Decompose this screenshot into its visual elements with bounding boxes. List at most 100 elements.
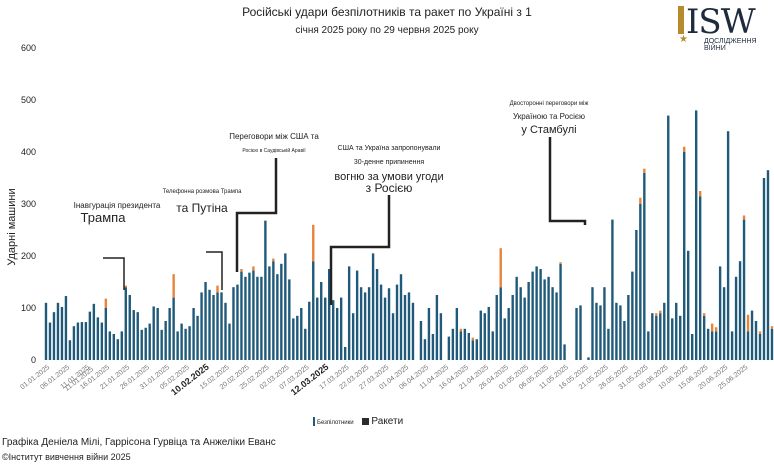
- drone-bar: [690, 334, 694, 360]
- drone-bar: [136, 312, 139, 360]
- drone-bar: [260, 276, 263, 360]
- drone-bar: [683, 152, 686, 360]
- drone-bar: [399, 274, 403, 360]
- drone-bar: [184, 328, 187, 360]
- drone-bar: [535, 266, 538, 360]
- drone-bar: [108, 331, 112, 360]
- drone-bar: [144, 327, 147, 360]
- drone-bar: [351, 313, 355, 360]
- missile-bar: [252, 266, 255, 271]
- drone-bar: [276, 274, 279, 360]
- drone-bar: [363, 292, 367, 360]
- drone-bar: [140, 329, 143, 360]
- drone-bar: [635, 230, 638, 360]
- drone-bar: [507, 308, 510, 360]
- drone-bar: [339, 297, 343, 360]
- missile-bar: [240, 269, 243, 272]
- drone-bar: [44, 302, 48, 360]
- drone-bar: [240, 271, 243, 360]
- drone-bar: [128, 295, 131, 360]
- drone-bar: [427, 308, 431, 360]
- bars: [44, 110, 774, 361]
- drone-bar: [367, 287, 371, 360]
- annotation-ceasefire-extra: 30-денне припинення: [354, 159, 424, 166]
- drone-bar: [758, 334, 762, 360]
- drone-bar: [264, 220, 267, 360]
- drone-bar: [523, 297, 526, 360]
- star-icon: ★: [679, 34, 688, 45]
- drone-bar: [730, 331, 734, 360]
- annotation-inauguration-text: Інавгурація президента: [74, 201, 161, 210]
- annotation-ceasefire-text: США та Україна запропонували: [338, 145, 441, 152]
- missile-bar: [746, 314, 750, 332]
- missile-bar: [710, 323, 714, 332]
- drone-bar: [112, 334, 116, 360]
- y-tick-label: 400: [21, 147, 36, 157]
- drone-bar: [742, 219, 746, 360]
- annotation-phone-big: та Путіна: [176, 201, 228, 215]
- drone-bar: [515, 276, 518, 360]
- missile-bar: [639, 197, 642, 204]
- drone-bar: [435, 295, 439, 360]
- drone-bar: [667, 115, 670, 360]
- drone-bar: [619, 305, 622, 360]
- drone-bar: [256, 276, 259, 360]
- y-axis: 0 100 200 300 400 500 600: [21, 43, 36, 365]
- logo-text: ISW: [686, 2, 756, 42]
- drone-bar: [439, 313, 443, 360]
- drone-bar: [156, 308, 159, 360]
- drone-bar: [152, 306, 155, 360]
- missile-bar: [758, 331, 762, 334]
- missile-bar: [471, 337, 475, 341]
- drone-bar: [651, 313, 654, 360]
- drone-bar: [268, 266, 271, 360]
- copyright-line: ©Інститут вивчення війни 2025: [2, 452, 131, 462]
- drone-bar: [304, 328, 307, 360]
- drone-bar: [116, 339, 119, 360]
- y-tick-label: 0: [31, 355, 36, 365]
- annotation-phone-small: Телефонна розмова Трампа: [163, 189, 243, 195]
- drone-bar: [547, 276, 550, 360]
- drone-bar: [431, 334, 435, 360]
- drone-bar: [750, 310, 754, 360]
- annotation-ceasefire-big2: з Росією: [366, 181, 413, 195]
- drone-bar: [68, 340, 72, 360]
- legend-drones: Безпілотники: [313, 416, 354, 427]
- missile-bar: [698, 191, 702, 197]
- drone-bar: [120, 331, 123, 360]
- isw-logo: ISW ★ ДОСЛІДЖЕННЯ ВІЙНИ: [676, 2, 770, 52]
- missile-bar: [702, 313, 706, 316]
- drone-bar: [308, 301, 311, 360]
- drone-bar: [48, 322, 52, 360]
- drone-bar: [104, 308, 108, 360]
- annotation-ceasefire-big: вогню за умови угоди: [334, 171, 443, 183]
- drone-bar: [495, 295, 498, 360]
- annotation-istanbul-text: Україною та Росією: [513, 112, 585, 121]
- drone-bar: [627, 295, 630, 360]
- missile-bar: [499, 248, 502, 288]
- drone-bar: [92, 303, 96, 360]
- annotation-istanbul-line: [548, 137, 587, 225]
- annotation-inauguration-big: Трампа: [81, 210, 127, 225]
- annotation-saudi-line: [235, 158, 278, 272]
- drone-bar: [343, 347, 347, 360]
- drone-bar: [300, 308, 303, 360]
- drone-bar: [164, 321, 167, 360]
- drone-bar: [56, 302, 60, 360]
- drone-bar: [467, 332, 471, 360]
- drone-bar: [675, 302, 678, 360]
- annotation-istanbul-big: у Стамбулі: [521, 124, 576, 136]
- drone-bar: [324, 297, 327, 360]
- drone-bar: [375, 269, 379, 360]
- drone-bar: [770, 328, 774, 360]
- drone-bar: [280, 263, 283, 360]
- drone-bar: [595, 302, 598, 360]
- drone-bar: [284, 253, 287, 360]
- drone-bar: [702, 315, 706, 360]
- drone-bar: [72, 326, 76, 360]
- drone-bar: [312, 261, 315, 360]
- drone-bar: [411, 302, 415, 360]
- drone-bar: [320, 282, 323, 360]
- drone-bar: [575, 308, 578, 360]
- drone-bar: [272, 261, 275, 360]
